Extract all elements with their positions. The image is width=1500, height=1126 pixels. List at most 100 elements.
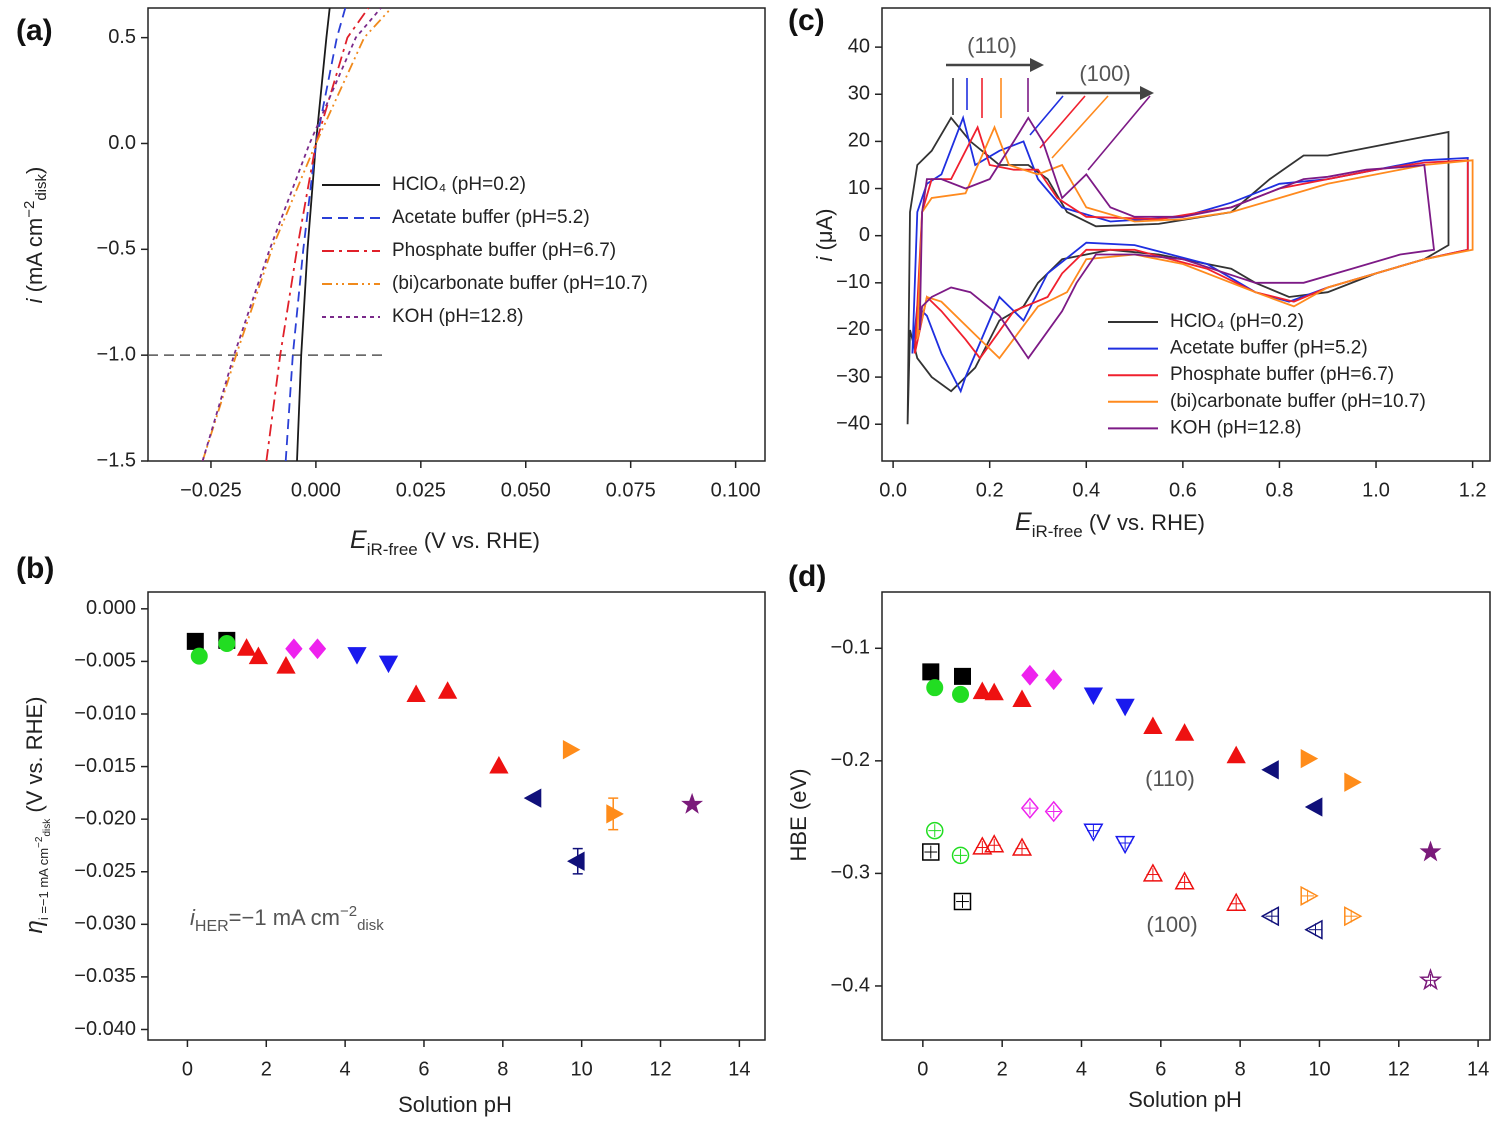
y-tick-label: −0.035 xyxy=(74,965,136,987)
legend-label: (bi)carbonate buffer (pH=10.7) xyxy=(392,273,648,294)
x-tick-label: 0.050 xyxy=(501,479,551,501)
x-tick-label: 8 xyxy=(497,1058,508,1080)
marker-shape xyxy=(236,638,257,656)
legend-label: Acetate buffer (pH=5.2) xyxy=(1170,338,1368,359)
point xyxy=(1020,797,1039,819)
point xyxy=(1083,823,1104,842)
y-tick-label: −0.030 xyxy=(74,913,136,935)
marker-shape xyxy=(1020,797,1039,819)
arrow-head xyxy=(1030,58,1044,72)
label-part: i xyxy=(22,297,47,303)
point xyxy=(308,638,327,660)
point xyxy=(953,892,972,911)
label-part: (V vs. RHE) xyxy=(1083,510,1205,535)
arrow-head xyxy=(1140,86,1154,100)
marker-shape xyxy=(984,682,1004,701)
panel-label: (c) xyxy=(788,4,825,37)
y-tick-label: 20 xyxy=(848,130,870,152)
marker-line xyxy=(1051,95,1109,159)
x-tick-label: 14 xyxy=(1467,1058,1489,1080)
y-tick-label: −0.010 xyxy=(74,702,136,724)
y-tick-label: −1.5 xyxy=(97,449,136,471)
x-tick-label: 6 xyxy=(418,1058,429,1080)
x-tick-label: 0 xyxy=(182,1058,193,1080)
point xyxy=(1045,669,1063,691)
point xyxy=(562,740,581,760)
marker-shape xyxy=(1344,772,1362,792)
label-part: i =−1 mA cm xyxy=(36,848,51,920)
label-part: −2 xyxy=(34,836,45,848)
legend-label: Acetate buffer (pH=5.2) xyxy=(392,207,590,228)
label-part: =−1 mA cm xyxy=(229,905,340,930)
point xyxy=(984,834,1005,853)
label-part: η xyxy=(21,920,48,933)
point xyxy=(606,804,624,824)
data-layer xyxy=(186,631,704,875)
marker-shape xyxy=(926,679,944,697)
x-tick-label: 0.4 xyxy=(1072,479,1100,501)
x-tick-label: 10 xyxy=(571,1058,593,1080)
panel-label: (a) xyxy=(16,14,53,47)
y-axis-label: ηi =−1 mA cm−2disk (V vs. RHE) xyxy=(21,696,53,933)
point xyxy=(1083,687,1104,706)
legend-label: KOH (pH=12.8) xyxy=(392,306,523,327)
point xyxy=(1304,797,1323,817)
y-tick-label: 0 xyxy=(859,224,870,246)
label-part: (μA) xyxy=(812,208,837,256)
x-tick-label: 0.8 xyxy=(1266,479,1294,501)
y-tick-label: −0.025 xyxy=(74,860,136,882)
label-part: E xyxy=(350,526,367,554)
label-part: −2 xyxy=(21,201,38,218)
point xyxy=(406,684,426,702)
y-tick-label: −30 xyxy=(836,365,870,387)
point xyxy=(922,843,940,861)
point xyxy=(972,836,993,855)
point xyxy=(1261,760,1279,780)
y-tick-label: 40 xyxy=(848,35,870,57)
marker-shape xyxy=(1260,906,1280,927)
marker-shape xyxy=(681,792,704,814)
annotation: (110) xyxy=(1145,766,1195,791)
label-part: (V vs. RHE) xyxy=(22,696,47,818)
x-axis-label: Solution pH xyxy=(398,1092,512,1117)
x-tick-label: 0.100 xyxy=(711,479,761,501)
panel-label: (d) xyxy=(788,560,826,593)
series-line xyxy=(916,124,1474,360)
point xyxy=(1226,745,1246,764)
plot-frame xyxy=(881,7,1491,462)
y-tick-label: −1.0 xyxy=(97,343,136,365)
marker-shape xyxy=(308,638,327,660)
y-tick-label: 0.5 xyxy=(108,26,136,48)
point xyxy=(1115,698,1135,717)
data-layer xyxy=(922,663,1443,991)
point xyxy=(1300,885,1319,906)
x-axis-label: EiR-free (V vs. RHE) xyxy=(1015,508,1205,541)
marker-shape xyxy=(1045,669,1063,691)
x-tick-label: 0.2 xyxy=(976,479,1004,501)
label-part: Solution pH xyxy=(398,1092,512,1117)
point xyxy=(285,638,303,660)
x-tick-label: 0.0 xyxy=(879,479,907,501)
marker-line xyxy=(1039,95,1086,149)
marker-shape xyxy=(489,755,509,774)
plot-2: 0.0 0.2 0.4 0.6 0.8 1.0 1.2 40 30 20 10 0 −10 −20 −30 −… xyxy=(836,7,1491,501)
point xyxy=(276,656,296,674)
point xyxy=(186,632,204,650)
plot-frame xyxy=(881,591,1491,1041)
marker-shape xyxy=(1174,723,1195,741)
data-layer xyxy=(148,8,393,461)
y-tick-label: −10 xyxy=(836,271,870,293)
point xyxy=(1115,835,1136,855)
marker-shape xyxy=(562,740,581,760)
x-tick-label: 8 xyxy=(1235,1058,1246,1080)
panel-label: (b) xyxy=(16,552,54,585)
label-part: iR-free xyxy=(367,540,418,559)
plot-3: 0 2 4 6 8 10 12 14 −0.1 −0.2 −0.3 −0.4 xyxy=(831,591,1491,1080)
point xyxy=(681,792,704,814)
marker-shape xyxy=(952,686,970,703)
y-tick-label: 0.0 xyxy=(108,132,136,154)
point xyxy=(1419,840,1442,862)
x-tick-label: 4 xyxy=(340,1058,351,1080)
marker-shape xyxy=(567,851,585,871)
label-part: E xyxy=(1015,508,1032,536)
